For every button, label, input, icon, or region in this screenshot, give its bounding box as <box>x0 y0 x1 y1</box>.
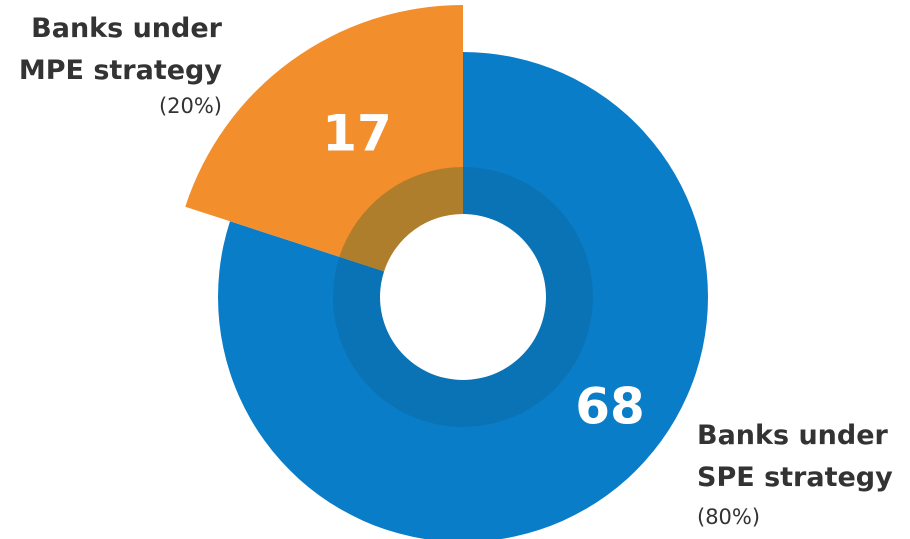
slice <box>185 5 463 272</box>
category-label: Banks under SPE strategy <box>697 420 893 493</box>
slice-inner-ring <box>339 167 463 272</box>
value-label: 17 <box>322 105 392 163</box>
slice <box>218 52 708 539</box>
slice-inner-ring <box>332 167 593 427</box>
share-label: (20%) <box>158 94 222 118</box>
category-label: Banks under MPE strategy <box>18 13 222 86</box>
share-label: (80%) <box>697 505 761 529</box>
value-label: 68 <box>575 378 645 436</box>
